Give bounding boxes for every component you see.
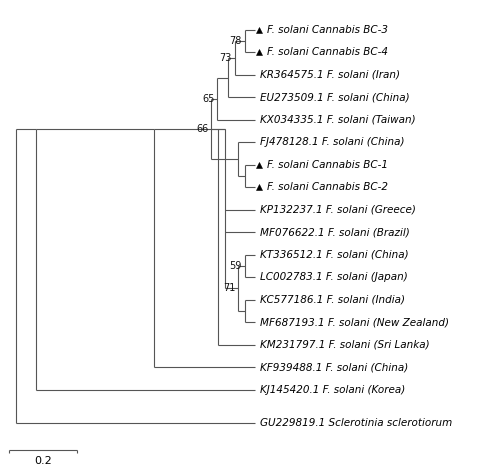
Text: FJ478128.1 F. solani (China): FJ478128.1 F. solani (China)	[260, 137, 404, 147]
Text: F. solani Cannabis BC-1: F. solani Cannabis BC-1	[267, 160, 388, 170]
Text: 66: 66	[196, 124, 208, 134]
Text: EU273509.1 F. solani (China): EU273509.1 F. solani (China)	[260, 92, 410, 102]
Text: MF687193.1 F. solani (New Zealand): MF687193.1 F. solani (New Zealand)	[260, 317, 449, 327]
Text: 73: 73	[220, 53, 232, 63]
Text: KP132237.1 F. solani (Greece): KP132237.1 F. solani (Greece)	[260, 205, 416, 215]
Text: 0.2: 0.2	[34, 456, 52, 466]
Text: KR364575.1 F. solani (Iran): KR364575.1 F. solani (Iran)	[260, 70, 400, 80]
Text: KC577186.1 F. solani (India): KC577186.1 F. solani (India)	[260, 295, 405, 305]
Text: KM231797.1 F. solani (Sri Lanka): KM231797.1 F. solani (Sri Lanka)	[260, 340, 430, 350]
Text: 78: 78	[230, 36, 242, 46]
Text: KT336512.1 F. solani (China): KT336512.1 F. solani (China)	[260, 250, 408, 260]
Text: F. solani Cannabis BC-3: F. solani Cannabis BC-3	[267, 25, 388, 35]
Text: F. solani Cannabis BC-4: F. solani Cannabis BC-4	[267, 47, 388, 57]
Text: MF076622.1 F. solani (Brazil): MF076622.1 F. solani (Brazil)	[260, 227, 410, 237]
Text: 65: 65	[202, 94, 214, 104]
Text: KF939488.1 F. solani (China): KF939488.1 F. solani (China)	[260, 362, 408, 372]
Text: KX034335.1 F. solani (Taiwan): KX034335.1 F. solani (Taiwan)	[260, 115, 416, 125]
Text: 59: 59	[230, 261, 242, 271]
Text: KJ145420.1 F. solani (Korea): KJ145420.1 F. solani (Korea)	[260, 384, 405, 395]
Text: F. solani Cannabis BC-2: F. solani Cannabis BC-2	[267, 182, 388, 192]
Text: LC002783.1 F. solani (Japan): LC002783.1 F. solani (Japan)	[260, 272, 408, 282]
Text: 71: 71	[223, 283, 235, 293]
Text: GU229819.1 Sclerotinia sclerotiorum: GU229819.1 Sclerotinia sclerotiorum	[260, 418, 452, 429]
